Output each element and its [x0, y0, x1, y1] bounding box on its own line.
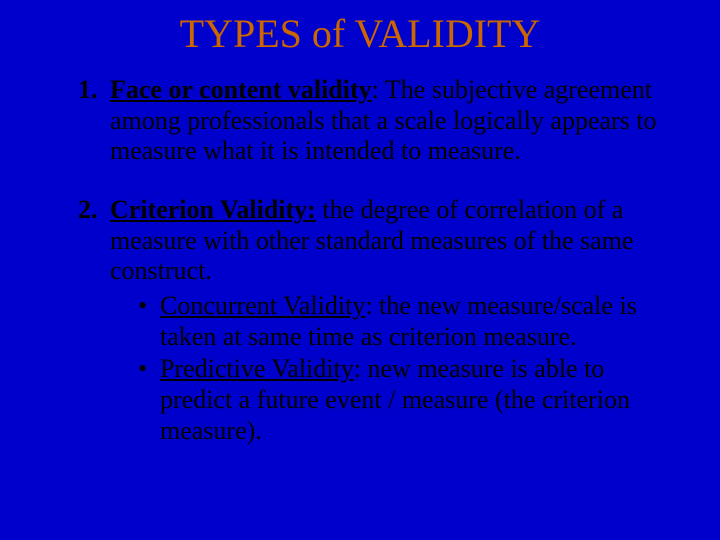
list-item: Face or content validity: The subjective…	[104, 75, 680, 167]
list-item: Criterion Validity: the degree of correl…	[104, 195, 680, 446]
sub-list-item: Concurrent Validity: the new measure/sca…	[138, 291, 680, 352]
main-list: Face or content validity: The subjective…	[40, 75, 680, 446]
item-term-suffix: :	[372, 75, 379, 104]
item-term: Face or content validity	[110, 75, 372, 104]
slide: TYPES of VALIDITY Face or content validi…	[0, 0, 720, 540]
sub-list: Concurrent Validity: the new measure/sca…	[110, 291, 680, 446]
sub-list-item: Predictive Validity: new measure is able…	[138, 354, 680, 446]
sub-item-term: Predictive Validity	[160, 354, 354, 383]
slide-title: TYPES of VALIDITY	[40, 10, 680, 57]
item-term: Criterion Validity:	[110, 195, 316, 224]
sub-item-term: Concurrent Validity	[160, 291, 365, 320]
